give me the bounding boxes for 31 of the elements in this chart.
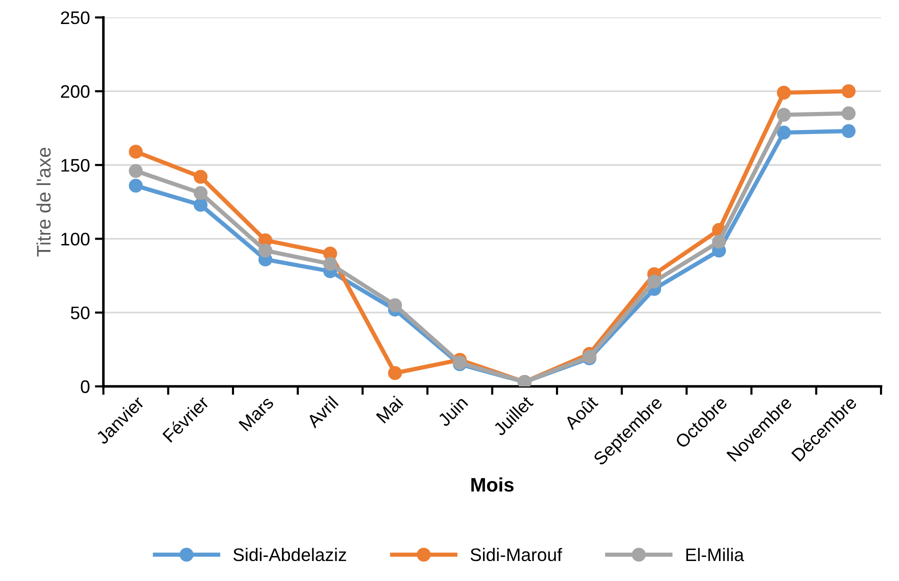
point — [323, 256, 338, 271]
point — [776, 126, 791, 140]
y-tick-label: 50 — [70, 306, 90, 320]
y-tick-label: 150 — [61, 158, 90, 172]
legend-label: Sidi-Marouf — [470, 548, 562, 562]
legend-label: Sidi-Abdelaziz — [233, 548, 346, 562]
y-axis-title: Titre de l'axe — [36, 148, 51, 256]
x-axis-title: Mois — [471, 477, 514, 492]
y-tick-label: 200 — [60, 85, 90, 98]
x-tick-label: Mai — [375, 396, 404, 424]
point — [128, 178, 143, 193]
point — [128, 144, 143, 159]
point — [712, 234, 726, 249]
point — [647, 274, 662, 289]
point — [194, 198, 208, 212]
y-tick-label: 100 — [61, 232, 90, 246]
point — [842, 106, 856, 120]
point — [258, 244, 272, 258]
legend-label: El-Milia — [686, 548, 744, 562]
point — [776, 86, 791, 100]
point — [194, 186, 208, 200]
point — [842, 84, 856, 98]
x-tick-label: Juin — [436, 396, 468, 428]
point — [388, 298, 402, 312]
point — [128, 164, 143, 178]
y-tick-label: 250 — [60, 11, 90, 24]
point — [388, 366, 402, 380]
point — [776, 108, 791, 122]
point — [194, 170, 208, 184]
y-tick-label: 0 — [80, 380, 90, 394]
point — [842, 124, 856, 138]
